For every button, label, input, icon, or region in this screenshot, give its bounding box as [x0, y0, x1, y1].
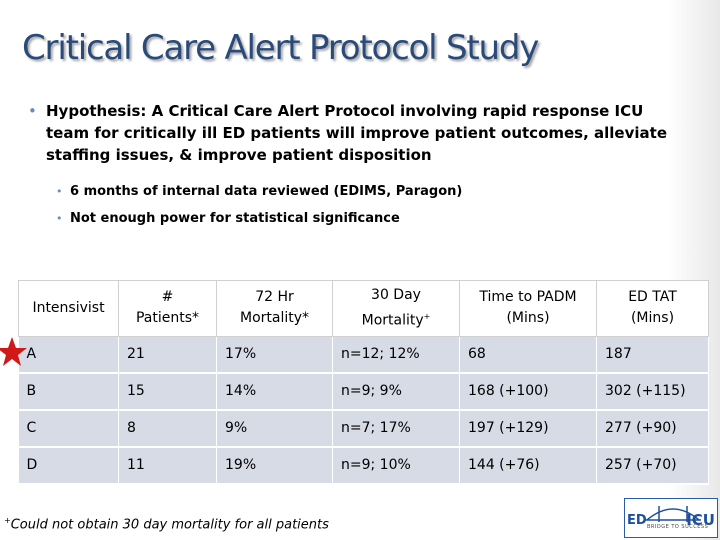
table-cell: n=9; 9% — [332, 372, 460, 411]
table-header-row: Intensivist # Patients* 72 Hr Mortality*… — [18, 280, 709, 337]
table-cell: 168 (+100) — [459, 372, 597, 411]
table-row: D 11 19% n=9; 10% 144 (+76) 257 (+70) — [18, 446, 709, 485]
logo-tagline: BRIDGE TO SUCCESS — [647, 524, 709, 530]
table-row: C 8 9% n=7; 17% 197 (+129) 277 (+90) — [18, 409, 709, 448]
table-cell: 14% — [216, 372, 333, 411]
table-cell: 302 (+115) — [596, 372, 709, 411]
sub-bullet-text: 6 months of internal data reviewed (EDIM… — [70, 184, 463, 199]
header-intensivist: Intensivist — [18, 280, 119, 337]
header-line: Mortality* — [239, 310, 310, 327]
bullet-list: • Hypothesis: A Critical Care Alert Prot… — [28, 100, 668, 232]
slide-title: Critical Care Alert Protocol Study — [22, 28, 539, 68]
footnote: +Could not obtain 30 day mortality for a… — [4, 516, 329, 532]
header-patients: # Patients* — [118, 280, 217, 337]
sub-bullet-text: Not enough power for statistical signifi… — [70, 211, 400, 226]
star-icon — [0, 337, 27, 366]
table-cell: 19% — [216, 446, 333, 485]
bullet-dot-icon: • — [56, 212, 63, 225]
table-cell: 197 (+129) — [459, 409, 597, 448]
header-line: Intensivist — [32, 299, 105, 316]
table-cell: 187 — [596, 336, 709, 374]
header-line: 30 Day — [371, 287, 421, 303]
table-cell: B — [18, 372, 119, 411]
table-row: A 21 17% n=12; 12% 68 187 — [18, 336, 709, 374]
logo-ed-text: ED — [627, 513, 647, 528]
header-ed-tat: ED TAT (Mins) — [596, 280, 709, 337]
sub-bullet: • 6 months of internal data reviewed (ED… — [28, 178, 668, 205]
header-line: ED TAT — [628, 289, 677, 306]
table-cell: 15 — [118, 372, 217, 411]
table-row: B 15 14% n=9; 9% 168 (+100) 302 (+115) — [18, 372, 709, 411]
header-superscript: + — [423, 312, 431, 321]
sub-bullet: • Not enough power for statistical signi… — [28, 205, 668, 232]
table-cell: n=12; 12% — [332, 336, 460, 374]
bridge-icon — [645, 506, 701, 522]
bullet-dot-icon: • — [28, 102, 37, 120]
bullet-dot-icon: • — [56, 185, 63, 198]
table-cell: 11 — [118, 446, 217, 485]
table-cell: 144 (+76) — [459, 446, 597, 485]
table-cell: n=9; 10% — [332, 446, 460, 485]
header-72hr-mortality: 72 Hr Mortality* — [216, 280, 333, 337]
intensivist-table: Intensivist # Patients* 72 Hr Mortality*… — [18, 280, 709, 485]
header-30day-mortality: 30 Day Mortality+ — [332, 280, 460, 337]
header-time-to-padm: Time to PADM (Mins) — [459, 280, 597, 337]
hypothesis-bullet: • Hypothesis: A Critical Care Alert Prot… — [28, 100, 668, 166]
table-cell: 257 (+70) — [596, 446, 709, 485]
table-cell: 21 — [118, 336, 217, 374]
ed-icu-logo: ED ICU BRIDGE TO SUCCESS — [624, 498, 718, 538]
header-line: # — [161, 289, 174, 306]
header-line: Patients* — [135, 310, 200, 327]
table-cell: 68 — [459, 336, 597, 374]
hypothesis-text: Hypothesis: A Critical Care Alert Protoc… — [46, 102, 667, 164]
table-cell: n=7; 17% — [332, 409, 460, 448]
header-line: (Mins) — [506, 310, 550, 327]
table-cell: C — [18, 409, 119, 448]
table-cell: D — [18, 446, 119, 485]
header-line: 72 Hr — [255, 289, 294, 306]
footnote-marker: + — [4, 516, 11, 525]
footnote-text: Could not obtain 30 day mortality for al… — [10, 517, 329, 533]
header-line: (Mins) — [630, 310, 675, 327]
table-cell: 17% — [216, 336, 333, 374]
header-line: Mortality — [361, 312, 424, 329]
table-cell: 8 — [118, 409, 217, 448]
header-line: Time to PADM — [479, 289, 577, 306]
logo-icu-text: ICU — [686, 511, 715, 529]
table-cell: 9% — [216, 409, 333, 448]
table-cell: 277 (+90) — [596, 409, 709, 448]
table-cell: A — [18, 336, 119, 374]
